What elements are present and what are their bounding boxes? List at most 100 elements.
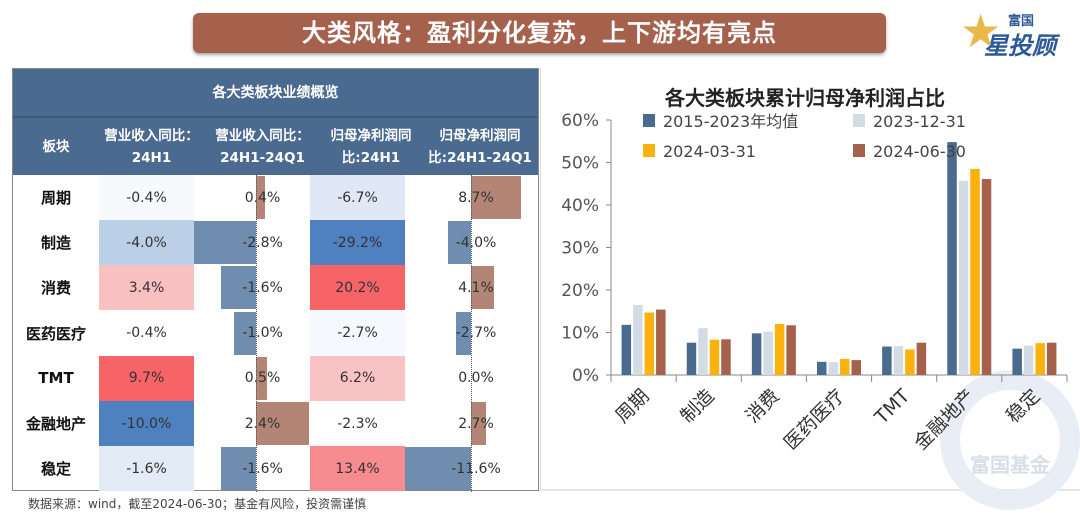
bar-2024-03-31 [774, 324, 785, 375]
rev-yoy-cell: -0.4% [99, 175, 194, 220]
sector-label: 稳定 [40, 460, 71, 479]
x-tick-label: 制造 [676, 385, 718, 427]
y-tick-label: 20% [561, 281, 599, 301]
bar-2024-06-30 [1046, 342, 1057, 375]
brand-logo: ★ 富国 星投顾 [960, 4, 1070, 60]
rev-diff-zero-axis [256, 175, 257, 492]
legend-label: 2024-06-30 [873, 142, 966, 161]
table-row: 制造 -4.0% -2.8% -29.2% -4.0% [13, 220, 538, 266]
y-tick-label: 10% [561, 324, 599, 344]
rev-diff-cell: -1.0% [242, 325, 283, 342]
rev-diff-cell: -1.6% [242, 460, 283, 477]
np-yoy-cell: -2.7% [310, 310, 405, 356]
sector-label: 消费 [40, 279, 71, 298]
bar-2015-2023年均值 [882, 346, 892, 375]
sector-label: TMT [38, 369, 74, 388]
x-tick-label: 消费 [741, 385, 783, 427]
np-diff-zero-axis [471, 175, 472, 492]
header-sector: 板块 [42, 138, 70, 155]
rev-diff-cell: -2.8% [242, 234, 283, 251]
sector-label: 金融地产 [25, 415, 86, 433]
np-diff-cell: -11.6% [451, 460, 501, 477]
legend-label: 2015-2023年均值 [663, 112, 798, 131]
table-header: 板块 营业收入同比：24H1 营业收入同比：24H1-24Q1 归母净利润同比:… [13, 118, 538, 175]
bar-2015-2023年均值 [621, 324, 632, 375]
np-diff-cell: -2.7% [455, 325, 497, 342]
rev-yoy-cell: 3.4% [99, 265, 194, 311]
bar-2023-12-31 [698, 328, 708, 375]
chart-title: 各大类板块累计归母净利润占比 [665, 86, 945, 110]
star-icon: ★ [960, 4, 1002, 58]
page-title-banner: 大类风格：盈利分化复苏，上下游均有亮点 [193, 13, 886, 53]
header-np-yoy: 归母净利润同比:24H1 [330, 127, 412, 166]
diff-bar [256, 402, 309, 445]
sector-label: 周期 [40, 189, 71, 207]
bar-2015-2023年均值 [817, 361, 827, 375]
legend-swatch [853, 144, 865, 157]
rev-yoy-cell: -1.6% [99, 446, 194, 492]
bar-2024-03-31 [644, 312, 655, 375]
y-tick-label: 40% [561, 196, 599, 216]
sector-label: 制造 [40, 234, 71, 253]
legend-swatch [853, 114, 865, 127]
bar-2024-03-31 [1035, 343, 1045, 375]
y-tick-label: 60% [561, 111, 599, 131]
diff-bar [405, 447, 471, 491]
np-yoy-cell: 6.2% [310, 355, 405, 401]
bar-2023-12-31 [633, 304, 643, 375]
bar-2024-03-31 [840, 358, 850, 375]
diff-bar [448, 221, 471, 265]
diff-bar [471, 176, 521, 219]
np-diff-cell: -4.0% [455, 234, 497, 251]
diff-bar [220, 447, 256, 491]
table-row: 稳定 -1.6% -1.6% 13.4% -11.6% [13, 446, 538, 492]
logo-text-1: 富国 [1008, 14, 1035, 29]
rev-diff-cell: 2.4% [244, 415, 281, 432]
diff-bar [256, 176, 265, 219]
legend-label: 2023-12-31 [873, 112, 966, 131]
rev-yoy-cell: -10.0% [99, 401, 194, 446]
diff-bar [471, 266, 495, 310]
bar-2023-12-31 [893, 346, 904, 375]
table-title: 各大类板块业绩概览 [13, 69, 538, 118]
y-tick-label: 30% [561, 239, 599, 259]
np-yoy-cell: 13.4% [310, 446, 405, 492]
rev-yoy-cell: -0.4% [99, 310, 194, 356]
bar-2024-06-30 [851, 360, 861, 375]
performance-table: 各大类板块业绩概览 板块 营业收入同比：24H1 营业收入同比：24H1-24Q… [12, 68, 539, 492]
header-rev-yoy: 营业收入同比：24H1 [104, 127, 199, 166]
np-yoy-cell: 20.2% [310, 265, 405, 311]
bar-2024-06-30 [656, 309, 666, 375]
bar-2015-2023年均值 [686, 342, 697, 375]
bar-2024-03-31 [905, 349, 915, 375]
x-tick-label: TMT [870, 385, 915, 430]
np-diff-cell: 8.7% [458, 189, 494, 206]
diff-bar [234, 311, 256, 355]
bar-2023-12-31 [828, 362, 838, 375]
header-rev-diff: 营业收入同比：24H1-24Q1 [215, 127, 310, 166]
bar-2024-06-30 [721, 339, 731, 375]
np-diff-cell: 4.1% [458, 279, 494, 296]
rev-yoy-cell: 9.7% [99, 355, 194, 401]
legend-swatch [643, 144, 655, 157]
watermark-ring [940, 370, 1080, 510]
np-diff-cell: 2.7% [458, 415, 494, 432]
diff-bar [194, 221, 256, 265]
table-row: 金融地产 -10.0% 2.4% -2.3% 2.7% [13, 401, 538, 446]
bar-2024-06-30 [786, 325, 796, 375]
bar-2023-12-31 [763, 331, 773, 375]
watermark-text: 富国基金 [970, 453, 1051, 477]
np-yoy-cell: -2.3% [310, 401, 405, 446]
diff-bar [471, 402, 487, 445]
table-row: 医药医疗 -0.4% -1.0% -2.7% -2.7% [13, 310, 538, 356]
np-yoy-cell: -29.2% [310, 220, 405, 266]
x-tick-label: 医药医疗 [780, 385, 849, 454]
legend-label: 2024-03-31 [663, 142, 756, 161]
np-diff-cell: 0.0% [458, 370, 494, 387]
y-tick-label: 50% [561, 154, 599, 174]
bar-2023-12-31 [958, 180, 969, 375]
logo-text-2: 星投顾 [984, 32, 1056, 60]
rev-yoy-cell: -4.0% [99, 220, 194, 266]
bar-2015-2023年均值 [947, 142, 957, 375]
